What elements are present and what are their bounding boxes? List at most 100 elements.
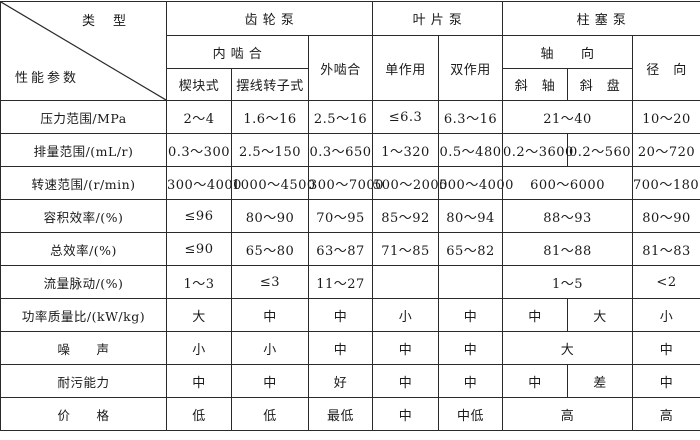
table-cell: 65～80 — [231, 232, 309, 266]
table-cell: 81～88 — [502, 232, 634, 266]
table-cell: 10～20 — [632, 100, 700, 134]
sub-swash-plate: 斜 盘 — [567, 68, 634, 101]
table-cell: 0.2～560 — [567, 133, 634, 167]
table-cell: <2 — [632, 265, 700, 299]
table-cell: 1.6～16 — [231, 100, 309, 134]
pump-comparison-table: 类型 性能参数 齿 轮 泵 叶 片 泵 柱 塞 泵 内 啮 合 外啮合 单作用 … — [0, 1, 700, 431]
table-row: 压力范围/MPa 2～4 1.6～16 2.5～16 ≤6.3 6.3～16 21～40 10… — [0, 100, 700, 134]
table-cell: 11～27 — [308, 265, 373, 299]
sub-bent-axis: 斜 轴 — [502, 68, 569, 101]
sub-radial: 径 向 — [632, 35, 700, 101]
table-cell: 高 — [502, 397, 634, 431]
table-cell: 0.2～3600 — [502, 133, 573, 167]
table-cell: 差 — [567, 364, 634, 398]
table-cell: 中 — [437, 298, 504, 332]
table-cell — [372, 265, 439, 299]
table-cell: ≤90 — [166, 232, 232, 266]
table-cell: 中 — [437, 364, 504, 398]
table-cell: 中 — [231, 298, 309, 332]
table-cell — [437, 265, 504, 299]
sub-external-mesh: 外啮合 — [308, 35, 373, 101]
row-label: 排量范围/(mL/r) — [0, 133, 167, 167]
row-label: 流量脉动/(%) — [0, 265, 167, 299]
table-cell: 中 — [632, 364, 700, 398]
table-cell: 小 — [231, 331, 309, 365]
table-cell: 0.3～650 — [308, 133, 373, 167]
table-cell: 1～3 — [166, 265, 232, 299]
table-cell: 21～40 — [502, 100, 634, 134]
table-cell: 低 — [231, 397, 309, 431]
table-cell: 2～4 — [166, 100, 232, 134]
row-label: 转速范围/(r/min) — [0, 166, 167, 200]
table-cell: 80～94 — [437, 199, 504, 233]
row-label: 价 格 — [0, 397, 167, 431]
row-label: 功率质量比/(kW/kg) — [0, 298, 167, 332]
sub-internal-mesh: 内 啮 合 — [166, 35, 309, 69]
group-vane-pump: 叶 片 泵 — [371, 1, 504, 36]
corner-header-cell: 类型 性能参数 — [0, 1, 167, 101]
table-row: 功率质量比/(kW/kg) 大中中小中中大小 — [0, 298, 700, 332]
table-cell: 1～320 — [372, 133, 439, 167]
sub-axial: 轴 向 — [502, 35, 634, 69]
table-cell: 小 — [372, 298, 439, 332]
group-piston-pump: 柱 塞 泵 — [502, 1, 700, 36]
table-row: 耐污能力中中好中中中差中 — [0, 364, 700, 398]
sub-single-acting: 单作用 — [372, 35, 439, 101]
table-cell: 中 — [308, 298, 373, 332]
table-row: 价 格低低最低中中低高高 — [0, 397, 700, 431]
table-cell: 85～92 — [372, 199, 439, 233]
table-cell: 中低 — [437, 397, 504, 431]
table-row: 总效率/(%) ≤90 65～80 63～87 71～85 65～82 81～88 81～83 — [0, 232, 700, 266]
table-cell: 大 — [502, 331, 634, 365]
table-cell: ≤3 — [231, 265, 309, 299]
table-cell: 中 — [372, 364, 439, 398]
table-cell: 80～90 — [632, 199, 700, 233]
table-cell: 2.5～150 — [231, 133, 309, 167]
row-label: 压力范围/MPa — [0, 100, 167, 134]
row-label: 容积效率/(%) — [0, 199, 167, 233]
table-cell: 最低 — [308, 397, 373, 431]
table-cell: 65～82 — [437, 232, 504, 266]
table-cell: 6.3～16 — [437, 100, 504, 134]
corner-param-label: 性能参数 — [15, 71, 80, 86]
table-cell: 70～95 — [308, 199, 373, 233]
sub-cycloid-rotor: 摆线转子式 — [231, 68, 309, 101]
table-cell: 低 — [166, 397, 232, 431]
table-cell: 大 — [166, 298, 232, 332]
table-cell: 700～1800 — [632, 166, 700, 200]
table-cell: 1～5 — [502, 265, 634, 299]
row-label: 总效率/(%) — [0, 232, 167, 266]
table-cell: 81～83 — [632, 232, 700, 266]
table-cell: 63～87 — [308, 232, 373, 266]
table-cell: 中 — [632, 331, 700, 365]
table-cell: 600～6000 — [502, 166, 634, 200]
table-cell: 小 — [166, 331, 232, 365]
table-cell: 中 — [166, 364, 232, 398]
table-cell: 300～7000 — [308, 166, 383, 200]
row-label: 耐污能力 — [0, 364, 167, 398]
diagonal-line — [1, 2, 166, 100]
table-cell: 好 — [308, 364, 373, 398]
table-cell: 中 — [502, 298, 569, 332]
table-row: 容积效率/(%) ≤96 80～90 70～95 85～92 80～94 88～93 80～9… — [0, 199, 700, 233]
table-cell: ≤96 — [166, 199, 232, 233]
table-cell: ≤6.3 — [372, 100, 439, 134]
table-cell: 71～85 — [372, 232, 439, 266]
table-cell: 高 — [632, 397, 700, 431]
table-cell: 中 — [372, 331, 439, 365]
table-cell: 小 — [632, 298, 700, 332]
table-cell: 2.5～16 — [308, 100, 373, 134]
table-cell: 20～720 — [632, 133, 700, 167]
table-row: 转速范围/(r/min) 300～4000 1000～4500 300～7000 500… — [0, 166, 700, 200]
table-cell: 中 — [372, 397, 439, 431]
row-label: 噪 声 — [0, 331, 167, 365]
table-cell: 中 — [502, 364, 569, 398]
table-row: 噪 声小小中中中大中 — [0, 331, 700, 365]
table-cell: 大 — [567, 298, 634, 332]
table-row: 排量范围/(mL/r) 0.3～300 2.5～150 0.3～650 1～320 0.5… — [0, 133, 700, 167]
sub-double-acting: 双作用 — [437, 35, 504, 101]
table-cell: 88～93 — [502, 199, 634, 233]
table-cell: 中 — [437, 331, 504, 365]
table-row: 流量脉动/(%) 1～3 ≤3 11～27 1～5 <2 — [0, 265, 700, 299]
table-cell: 0.5～480 — [437, 133, 504, 167]
